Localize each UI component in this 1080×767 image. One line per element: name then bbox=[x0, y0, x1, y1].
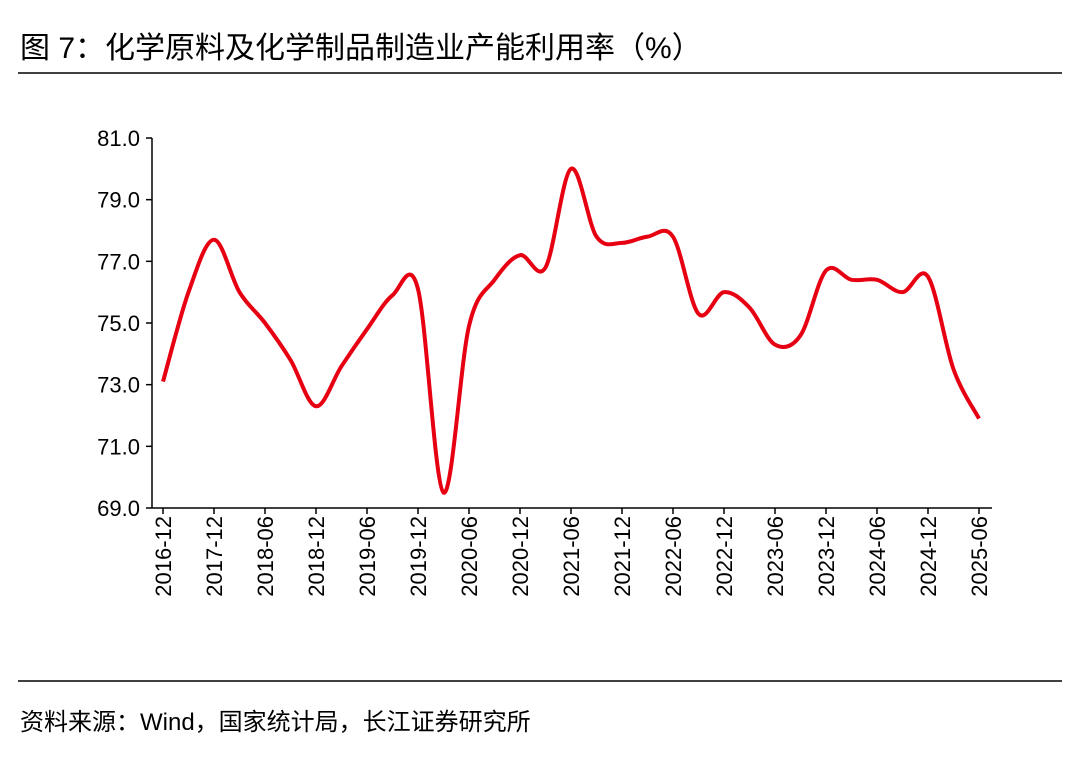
x-tick-label: 2021-06 bbox=[559, 516, 584, 597]
y-tick-label: 69.0 bbox=[97, 496, 140, 521]
x-tick-label: 2024-12 bbox=[916, 516, 941, 597]
x-tick-label: 2019-12 bbox=[406, 516, 431, 597]
x-tick-label: 2022-06 bbox=[661, 516, 686, 597]
x-tick-label: 2019-06 bbox=[355, 516, 380, 597]
x-tick-label: 2025-06 bbox=[967, 516, 992, 597]
x-tick-label: 2016-12 bbox=[151, 516, 176, 597]
y-tick-label: 79.0 bbox=[97, 188, 140, 213]
x-tick-label: 2023-06 bbox=[763, 516, 788, 597]
x-tick-label: 2020-06 bbox=[457, 516, 482, 597]
x-tick-label: 2018-06 bbox=[253, 516, 278, 597]
y-tick-label: 71.0 bbox=[97, 434, 140, 459]
y-tick-label: 75.0 bbox=[97, 311, 140, 336]
x-tick-label: 2023-12 bbox=[814, 516, 839, 597]
y-tick-label: 77.0 bbox=[97, 249, 140, 274]
x-tick-label: 2018-12 bbox=[304, 516, 329, 597]
y-tick-label: 81.0 bbox=[97, 126, 140, 151]
line-series bbox=[161, 166, 981, 495]
x-tick-label: 2022-12 bbox=[712, 516, 737, 597]
x-tick-label: 2017-12 bbox=[202, 516, 227, 597]
y-tick-label: 73.0 bbox=[97, 373, 140, 398]
x-tick-label: 2024-06 bbox=[865, 516, 890, 597]
x-tick-label: 2021-12 bbox=[610, 516, 635, 597]
x-tick-label: 2020-12 bbox=[508, 516, 533, 597]
chart-title: 图 7：化学原料及化学制品制造业产能利用率（%） bbox=[20, 32, 702, 65]
source-note: 资料来源：Wind，国家统计局，长江证券研究所 bbox=[20, 709, 531, 736]
